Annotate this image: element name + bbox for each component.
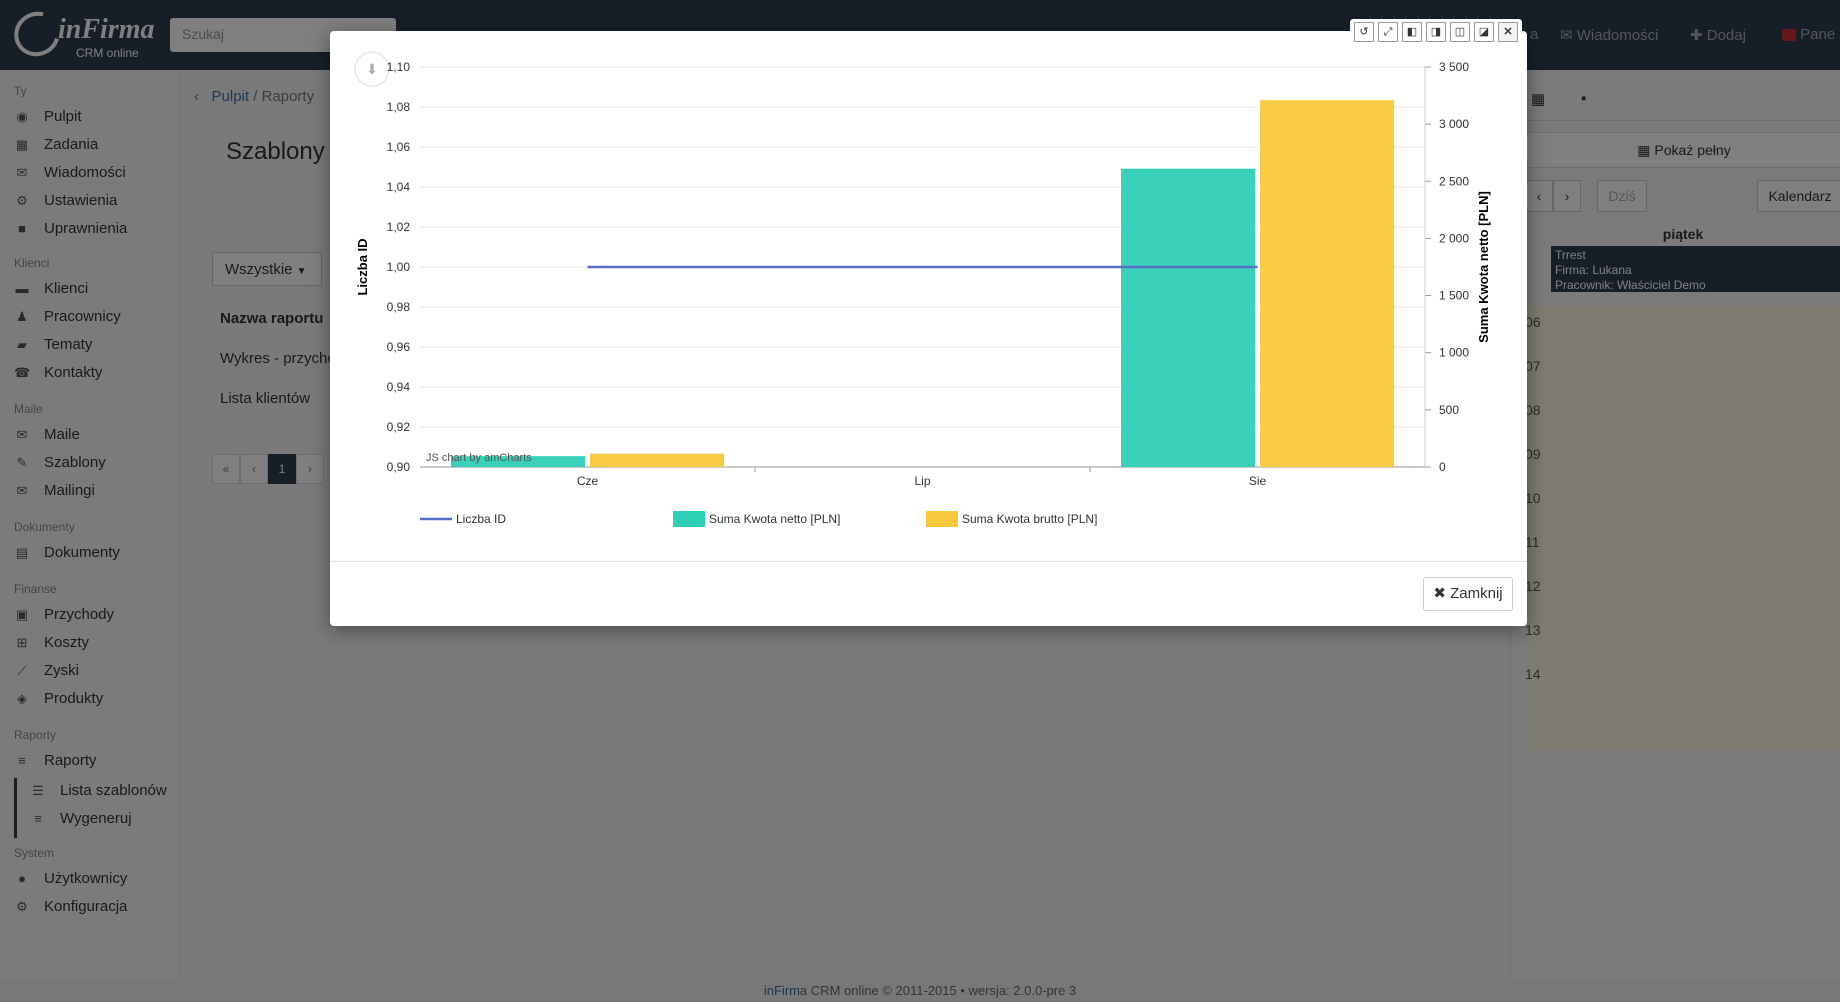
bar-Suma Kwota netto [PLN]: [451, 456, 585, 467]
download-icon-glyph: ⬇: [366, 61, 378, 77]
y-left-tick-label: 1,06: [387, 140, 411, 154]
close-button[interactable]: ✖ Zamknij: [1423, 577, 1513, 611]
y-left-tick-label: 0,94: [387, 380, 411, 394]
dock-bottom-icon[interactable]: ◪: [1474, 22, 1494, 42]
y-left-tick-label: 0,96: [387, 340, 411, 354]
y-left-tick-label: 1,10: [387, 60, 411, 74]
refresh-icon[interactable]: ↺: [1354, 22, 1374, 42]
dock-right-icon[interactable]: ◨: [1426, 22, 1446, 42]
y-right-axis-label: Suma Kwota netto [PLN]: [1476, 191, 1491, 343]
y-left-tick-label: 0,90: [387, 460, 411, 474]
window-controls: ↺ ⤢ ◧ ◨ ◫ ◪ ✕: [1350, 19, 1522, 45]
y-right-tick-label: 1 500: [1439, 289, 1469, 303]
fullscreen-icon[interactable]: ⤢: [1378, 22, 1398, 42]
y-right-tick-label: 2 000: [1439, 231, 1469, 245]
y-right-tick-label: 1 000: [1439, 346, 1469, 360]
y-left-tick-label: 0,98: [387, 300, 411, 314]
y-right-tick-label: 3 500: [1439, 60, 1469, 74]
chart-modal: ⬇ 0,90 0,92 0,94 0,96 0,98 1,00 1,02 1,04 1,06 1,0…: [330, 31, 1527, 626]
legend-label: Liczba ID: [456, 512, 506, 526]
legend-marker: [673, 511, 705, 527]
y-left-axis-label: Liczba ID: [355, 238, 370, 295]
y-left-tick-label: 0,92: [387, 420, 411, 434]
y-right-tick-label: 0: [1439, 460, 1446, 474]
close-button-label: Zamknij: [1450, 585, 1503, 602]
bar-Suma Kwota brutto [PLN]: [590, 453, 724, 467]
legend-marker: [926, 511, 958, 527]
legend-label: Suma Kwota brutto [PLN]: [962, 512, 1097, 526]
y-left-tick-label: 1,02: [387, 220, 411, 234]
bar-Suma Kwota brutto [PLN]: [1260, 100, 1394, 468]
dock-top-icon[interactable]: ◫: [1450, 22, 1470, 42]
legend-label: Suma Kwota netto [PLN]: [709, 512, 840, 526]
bar-Suma Kwota netto [PLN]: [1121, 168, 1255, 467]
y-left-tick-label: 1,08: [387, 100, 411, 114]
window-close-icon[interactable]: ✕: [1498, 22, 1518, 42]
close-icon: ✖: [1433, 585, 1451, 602]
x-tick-label: Lip: [914, 474, 930, 488]
modal-footer-divider: [330, 561, 1527, 562]
y-left-tick-label: 1,00: [387, 260, 411, 274]
chart-svg: ⬇ 0,90 0,92 0,94 0,96 0,98 1,00 1,02 1,04 1,06 1,0…: [354, 51, 1491, 527]
y-right-tick-label: 2 500: [1439, 174, 1469, 188]
y-right-tick-label: 500: [1439, 403, 1459, 417]
download-icon: [354, 51, 390, 87]
x-tick-label: Cze: [577, 474, 599, 488]
dock-left-icon[interactable]: ◧: [1402, 22, 1422, 42]
x-tick-label: Sie: [1249, 474, 1267, 488]
y-left-tick-label: 1,04: [387, 180, 411, 194]
y-right-tick-label: 3 000: [1439, 117, 1469, 131]
amcharts-watermark: JS chart by amCharts: [426, 452, 532, 464]
